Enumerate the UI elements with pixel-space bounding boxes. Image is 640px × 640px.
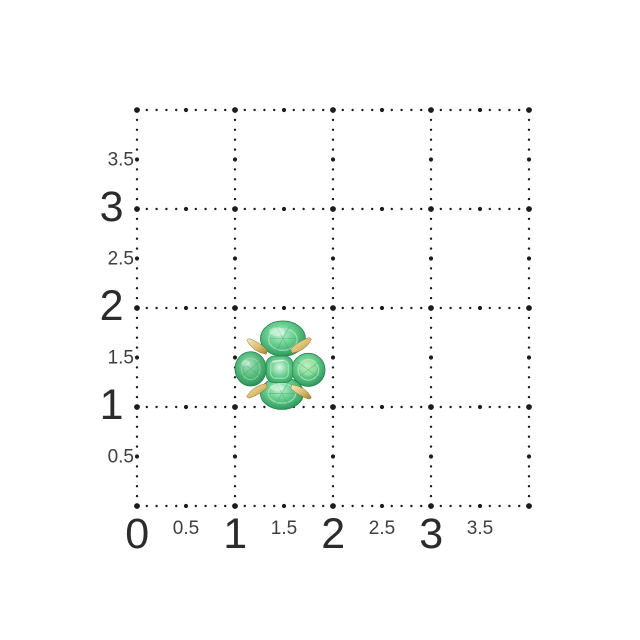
- x-axis-tick-label-0: 0: [125, 510, 149, 558]
- x-axis-tick-label-1.5: 1.5: [270, 518, 298, 539]
- emerald-cluster-photo: [234, 320, 326, 410]
- x-axis-tick-label-3: 3: [419, 510, 443, 558]
- y-axis-tick-label-0.5: 0.5: [107, 446, 134, 467]
- y-axis-tick-label-2: 2: [99, 282, 124, 331]
- y-axis-tick-label-3.5: 3.5: [107, 149, 134, 170]
- y-axis-tick-label-1.5: 1.5: [107, 347, 134, 368]
- gold-prong-upper-right: [290, 337, 312, 354]
- x-axis-tick-label-2.5: 2.5: [368, 518, 396, 539]
- x-axis-tick-label-3.5: 3.5: [466, 518, 494, 539]
- gold-prong-lower-right: [290, 384, 312, 400]
- x-axis-tick-label-2: 2: [321, 510, 345, 558]
- gold-prong-lower-left: [246, 383, 268, 399]
- gold-prong-upper-left: [246, 338, 268, 355]
- y-axis-tick-label-1: 1: [99, 381, 124, 430]
- y-axis-tick-label-3: 3: [99, 183, 124, 232]
- emerald-stone-right: [291, 352, 326, 387]
- x-axis-tick-label-1: 1: [223, 510, 247, 558]
- emerald-stone-left: [234, 351, 267, 387]
- x-axis-tick-label-0.5: 0.5: [172, 518, 200, 539]
- emerald-stone-center: [265, 355, 294, 383]
- y-axis-tick-label-2.5: 2.5: [107, 248, 134, 269]
